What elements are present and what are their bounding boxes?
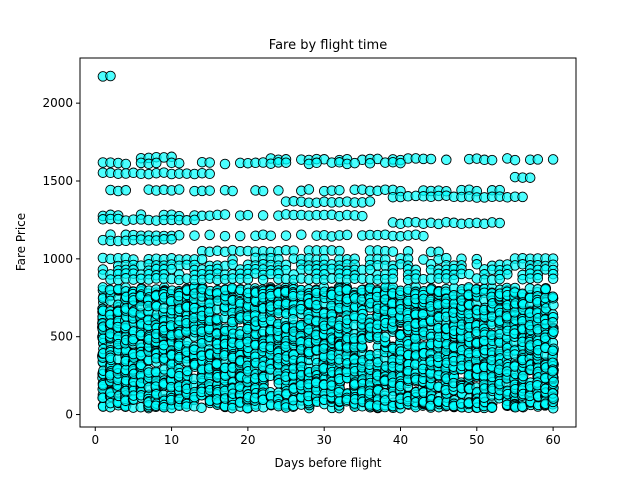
- data-point: [494, 217, 505, 229]
- x-tick-label: 10: [164, 433, 179, 447]
- data-point: [227, 185, 238, 197]
- data-point: [364, 158, 376, 169]
- data-point: [425, 153, 437, 165]
- data-point: [257, 185, 269, 197]
- y-tick-label: 1000: [42, 252, 73, 266]
- data-point: [547, 291, 559, 302]
- data-point: [120, 185, 132, 196]
- data-point: [189, 214, 200, 226]
- y-tick-label: 2000: [42, 96, 73, 110]
- x-tick-label: 20: [240, 433, 255, 447]
- data-point: [311, 157, 322, 169]
- data-point: [173, 157, 185, 169]
- data-point: [547, 154, 559, 165]
- data-point: [257, 274, 269, 286]
- data-point: [349, 157, 360, 169]
- data-point: [387, 273, 399, 285]
- data-point: [486, 402, 498, 413]
- data-point: [242, 209, 254, 221]
- data-point: [364, 196, 376, 207]
- data-point: [509, 154, 521, 166]
- x-tick-label: 60: [545, 433, 560, 447]
- x-axis-label: Days before flight: [274, 456, 381, 470]
- data-point: [204, 157, 215, 168]
- data-point: [196, 402, 207, 414]
- data-point: [494, 273, 505, 285]
- data-point: [120, 158, 132, 170]
- data-point: [204, 185, 215, 196]
- chart-title: Fare by flight time: [269, 38, 387, 53]
- data-point: [357, 210, 368, 222]
- data-point: [547, 317, 558, 328]
- data-point: [334, 184, 345, 196]
- data-points: [97, 70, 559, 414]
- data-point: [547, 345, 558, 356]
- y-tick-label: 1500: [42, 174, 73, 188]
- data-point: [441, 154, 452, 166]
- data-point: [548, 376, 559, 388]
- data-point: [524, 172, 536, 183]
- y-tick-label: 0: [65, 408, 73, 422]
- x-tick-label: 30: [317, 433, 332, 447]
- data-point: [242, 273, 254, 285]
- data-point: [547, 365, 558, 377]
- data-point: [219, 158, 231, 170]
- data-point: [517, 191, 528, 203]
- data-point: [166, 234, 177, 245]
- data-point: [532, 154, 544, 165]
- data-point: [548, 326, 559, 337]
- data-point: [219, 230, 231, 242]
- data-point: [287, 313, 299, 325]
- data-point: [540, 283, 551, 295]
- data-point: [151, 157, 162, 169]
- data-point: [486, 154, 498, 166]
- data-point: [548, 393, 559, 404]
- data-point: [532, 272, 544, 284]
- data-point: [547, 273, 559, 285]
- data-point: [273, 185, 284, 196]
- data-point: [204, 229, 215, 241]
- data-point: [265, 230, 277, 241]
- data-point: [395, 157, 406, 169]
- data-point: [387, 246, 399, 257]
- data-point: [448, 274, 460, 285]
- data-point: [204, 168, 215, 180]
- data-point: [219, 209, 231, 220]
- data-point: [173, 184, 185, 195]
- x-tick-label: 0: [91, 433, 99, 447]
- y-tick-label: 500: [50, 330, 73, 344]
- data-point: [280, 230, 292, 241]
- data-point: [296, 229, 307, 240]
- x-tick-label: 40: [393, 433, 408, 447]
- data-point: [257, 210, 269, 221]
- y-axis-label: Fare Price: [14, 213, 28, 271]
- data-point: [418, 230, 429, 242]
- data-point: [341, 229, 353, 241]
- data-point: [189, 230, 200, 241]
- data-point: [280, 157, 292, 168]
- data-point: [303, 184, 315, 195]
- data-point: [105, 70, 116, 82]
- data-point: [234, 230, 246, 242]
- x-tick-label: 50: [469, 433, 484, 447]
